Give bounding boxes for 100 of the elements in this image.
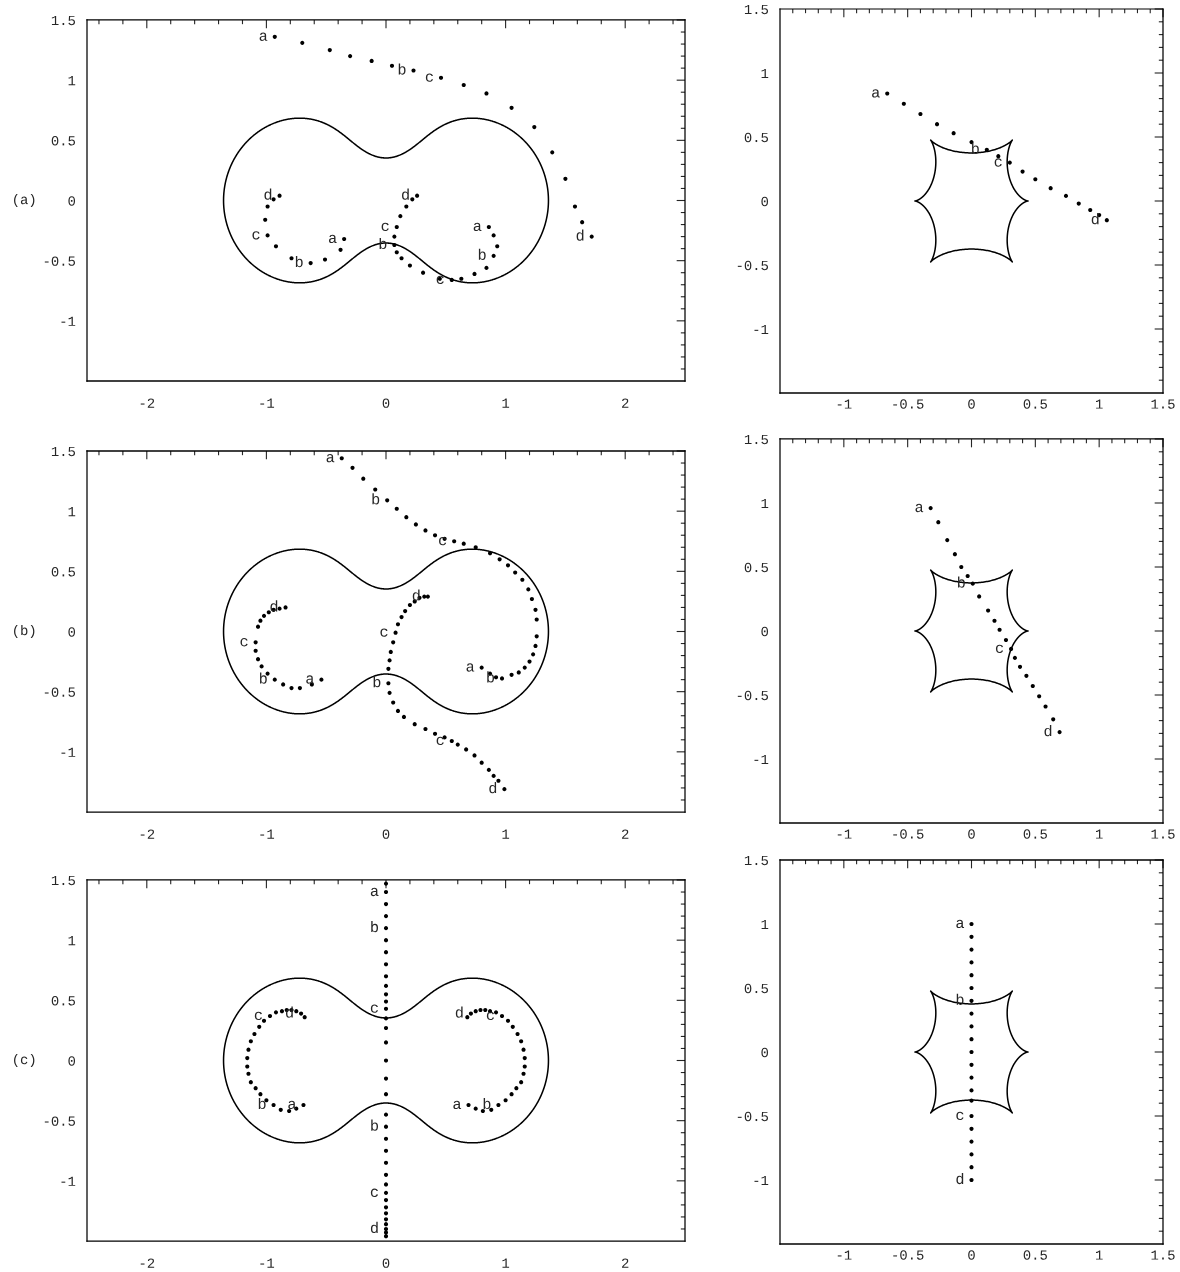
x-tick-label: 2 [622,829,629,839]
x-tick-label: 0.5 [1023,1250,1047,1260]
annotation: c [439,536,447,546]
annotation: b [478,248,486,260]
x-tick-label: -1 [260,398,275,408]
y-tick-label: 1.5 [744,4,768,15]
annotation: c [254,1011,262,1021]
y-tick-label: -1 [754,754,769,765]
annotation: a [915,503,924,513]
annotation: d [956,1172,964,1185]
y-tick-label: 0 [761,196,769,207]
x-tick-label: 0 [382,1258,390,1268]
annotation: a [453,1100,462,1110]
annotation: d [412,589,420,601]
x-tick-label: 0 [968,1250,975,1260]
y-tick-label: -0.5 [44,687,75,697]
annotation: d [370,1221,378,1234]
annotation: d [576,229,584,241]
y-tick-label: 0.5 [744,983,768,994]
x-tick-label: 0.5 [1023,829,1047,839]
y-tick-label: -1 [754,324,769,335]
x-tick-label: -1 [837,399,852,409]
x-tick-label: 0.5 [1023,399,1047,409]
annotation: a [370,887,379,897]
annotation: a [466,663,475,672]
annotation: c [370,1004,378,1013]
y-tick-label: 0.5 [51,567,75,577]
x-tick-label: 1 [1096,399,1103,409]
x-tick-label: 1.5 [1151,829,1175,839]
x-tick-label: -1 [837,829,852,839]
y-tick-label: 1 [68,936,76,946]
annotation: c [956,1111,964,1121]
y-tick-label: 1.5 [51,875,75,886]
y-tick-label: 0 [761,626,769,637]
annotation: a [259,32,268,41]
y-tick-label: 1.5 [744,855,768,866]
x-tick-label: -1 [260,829,275,839]
annotation: d [1044,725,1052,737]
annotation: d [270,600,278,612]
annotation: b [258,1097,266,1110]
y-tick-label: 0 [68,627,76,637]
x-tick-label: 1.5 [1151,399,1175,409]
text: (a) [14,194,35,207]
annotation: d [1091,213,1099,225]
y-tick-label: 1.5 [744,434,768,445]
annotation: c [436,736,444,746]
y-tick-label: 0 [68,196,76,206]
annotation: c [381,222,389,232]
x-tick-label: -0.5 [893,399,924,409]
annotation: a [288,1100,297,1110]
annotation: c [425,73,433,82]
y-tick-label: 0.5 [744,132,768,143]
x-tick-label: 1 [502,1258,510,1268]
y-tick-label: 1.5 [51,15,75,26]
x-tick-label: -0.5 [893,1250,924,1260]
y-tick-label: -1 [61,1176,76,1186]
x-tick-label: -1 [260,1258,275,1268]
annotation: c [486,1011,494,1021]
annotation: d [264,188,272,200]
annotation: c [995,644,1004,654]
x-tick-label: -2 [140,398,155,408]
y-tick-label: 1.5 [51,446,75,457]
annotation: a [328,234,337,244]
annotation: b [487,671,495,683]
x-tick-label: 2 [622,398,629,408]
annotation: d [402,188,409,200]
y-tick-label: 1 [68,507,76,517]
annotation: d [489,782,497,794]
y-tick-label: -1 [754,1175,769,1186]
y-tick-label: 0 [761,1047,769,1058]
annotation: b [483,1097,491,1110]
text: (b) [14,625,35,638]
y-tick-label: -0.5 [737,690,768,701]
x-tick-label: -1 [837,1250,852,1260]
annotation: a [872,89,880,98]
annotation: a [326,453,335,463]
y-tick-label: -0.5 [44,256,75,266]
y-tick-label: 1 [761,919,769,930]
x-tick-label: 0 [382,398,390,408]
annotation: b [972,142,979,154]
y-tick-label: 1 [761,68,769,79]
x-tick-label: 0 [968,829,975,839]
x-tick-label: -2 [140,1258,155,1268]
annotation: a [956,919,965,929]
y-tick-label: 1 [68,76,76,86]
x-tick-label: 0 [382,829,390,839]
x-tick-label: -2 [140,829,155,839]
text: (c) [14,1054,35,1067]
annotation: d [455,1006,463,1018]
x-tick-label: 1 [502,829,510,839]
y-tick-label: 0 [68,1056,76,1066]
annotation: b [398,63,406,75]
x-tick-label: 1 [1096,1250,1103,1260]
annotation: b [295,255,303,268]
annotation: a [306,675,314,684]
annotation: b [373,676,381,688]
x-tick-label: 2 [622,1258,629,1268]
y-tick-label: -0.5 [737,1111,768,1122]
y-tick-label: 1 [761,498,769,509]
y-tick-label: -0.5 [737,260,768,271]
